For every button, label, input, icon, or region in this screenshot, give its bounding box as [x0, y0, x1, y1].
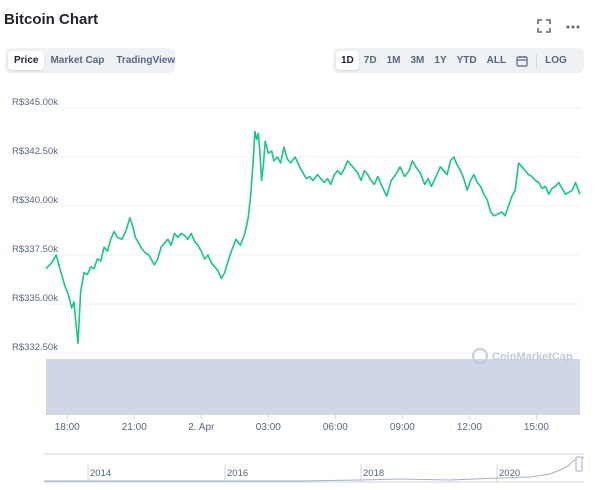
x-tick-label: 06:00: [323, 422, 348, 433]
price-series-line: [45, 130, 581, 344]
price-chart[interactable]: R$345.00k R$342.50k R$340.00k R$337.50k R$33…: [0, 95, 606, 490]
x-tick-label: 12:00: [457, 422, 482, 433]
tab-market-cap[interactable]: Market Cap: [50, 55, 105, 66]
navigator-label: 2018: [363, 468, 384, 479]
y-tick-label: R$335.00k: [12, 293, 58, 304]
range-all-button[interactable]: ALL: [486, 55, 507, 66]
x-tick-label: 15:00: [524, 422, 549, 433]
log-scale-button[interactable]: LOG: [545, 55, 567, 66]
range-7d-button[interactable]: 7D: [363, 55, 377, 66]
tab-tradingview[interactable]: TradingView: [116, 55, 176, 66]
navigator-label: 2014: [90, 468, 111, 479]
range-divider: [536, 53, 538, 68]
x-tick-label: 09:00: [390, 422, 415, 433]
page-title: Bitcoin Chart: [4, 11, 99, 28]
y-tick-label: R$340.00k: [12, 195, 58, 206]
range-3m-button[interactable]: 3M: [410, 55, 425, 66]
range-ytd-button[interactable]: YTD: [456, 55, 477, 66]
coinmarketcap-watermark: CoinMarketCap: [472, 348, 573, 364]
range-1d-button[interactable]: 1D: [336, 51, 359, 70]
x-tick-label: 2. Apr: [188, 422, 215, 433]
range-1y-button[interactable]: 1Y: [434, 55, 447, 66]
y-tick-label: R$342.50k: [12, 146, 58, 157]
y-tick-label: R$345.00k: [12, 97, 58, 108]
x-tick-label: 03:00: [256, 422, 281, 433]
fullscreen-icon[interactable]: [536, 18, 552, 34]
y-tick-label: R$337.50k: [12, 244, 58, 255]
chart-type-tabs: Price Market Cap TradingView: [5, 48, 175, 73]
range-1m-button[interactable]: 1M: [386, 55, 401, 66]
navigator-series-line: [44, 456, 585, 482]
y-tick-label: R$332.50k: [12, 342, 58, 353]
x-tick-label: 18:00: [55, 422, 80, 433]
navigator[interactable]: 2014 2016 2018 2020: [44, 453, 585, 483]
volume-area: [46, 359, 580, 415]
x-tick-label: 21:00: [122, 422, 147, 433]
watermark-text: CoinMarketCap: [492, 351, 573, 363]
navigator-label: 2016: [227, 468, 248, 479]
calendar-icon[interactable]: [511, 51, 533, 70]
more-icon[interactable]: [565, 18, 581, 34]
range-selector: 1D 7D 1M 3M 1Y YTD ALL LOG: [333, 48, 584, 73]
navigator-label: 2020: [499, 468, 520, 479]
tab-price[interactable]: Price: [8, 51, 45, 70]
navigator-handle[interactable]: [575, 456, 583, 472]
